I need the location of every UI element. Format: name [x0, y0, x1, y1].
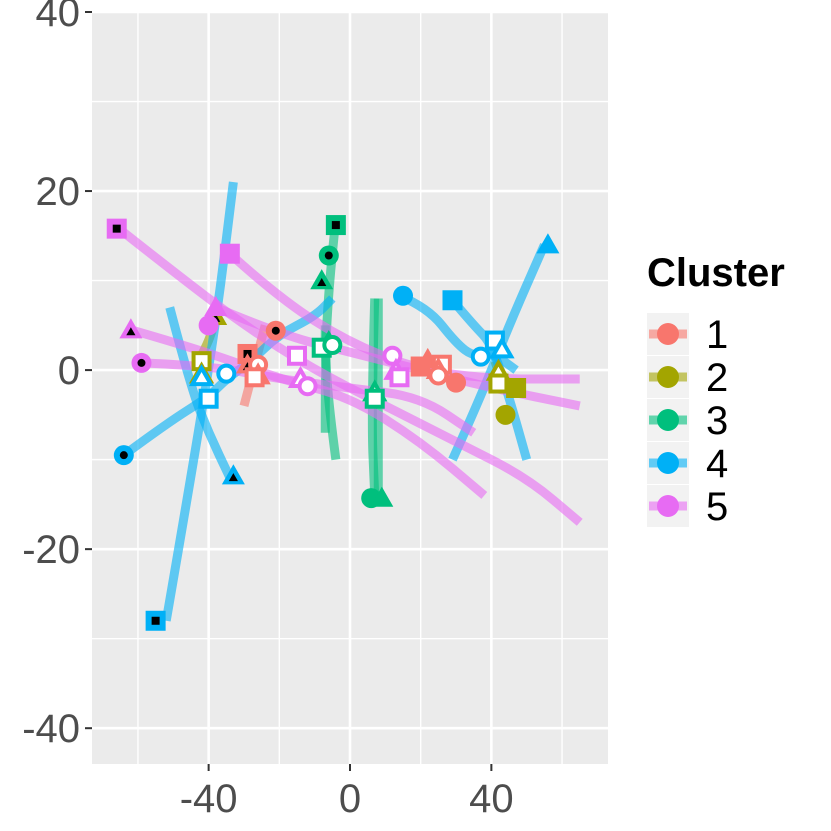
legend-swatch [657, 366, 679, 388]
axis-ticks [85, 11, 493, 771]
legend-label: 4 [706, 442, 728, 486]
cluster-5-circle-point [198, 315, 219, 336]
legend-key-4: 4 [647, 442, 728, 486]
cluster-5-circle-point [382, 345, 403, 366]
cluster-3-triangle-point [310, 269, 334, 290]
legend-swatch [657, 323, 679, 345]
cluster-5-square-point [389, 367, 410, 388]
cluster-4-triangle-point [489, 336, 515, 359]
cluster-5-square-point [219, 243, 240, 264]
cluster-3-square-point [325, 215, 346, 236]
legend-key-1: 1 [647, 313, 728, 357]
legend-label: 3 [706, 399, 728, 443]
legend-key-3: 3 [647, 399, 728, 443]
legend-key-2: 2 [647, 356, 728, 400]
legend-swatch [657, 452, 679, 474]
cluster-4-triangle-point [536, 233, 560, 254]
y-tick-label: -20 [22, 528, 80, 572]
legend-title: Cluster [647, 251, 785, 295]
legend-label: 5 [706, 485, 728, 529]
cluster-4-square-point [442, 290, 463, 311]
legend-key-5: 5 [647, 485, 728, 529]
cluster-5-square-point [106, 218, 127, 239]
cluster-2-square-point [506, 378, 527, 398]
cluster-2-circle-point [495, 404, 516, 425]
cluster-1-circle-point [265, 320, 286, 341]
legend-swatch [657, 495, 679, 517]
y-tick-label: 20 [36, 170, 81, 214]
cluster-4-triangle-point [221, 464, 245, 485]
cluster-3-circle-point [322, 335, 343, 356]
cluster-4-circle-point [216, 363, 237, 384]
data-points [106, 215, 560, 631]
tick-labels: -40 0 40 40 20 0 -20 -40 [22, 0, 513, 821]
cluster-5-triangle-point [119, 318, 143, 339]
cluster-5-circle-point [131, 352, 152, 373]
cluster-3-circle-point [318, 245, 339, 266]
cluster-2-square-point [488, 373, 509, 394]
cluster-1-circle-point [446, 372, 467, 393]
cluster-5-square-point [286, 345, 307, 366]
x-tick-label: -40 [180, 777, 238, 821]
cluster-1-circle-point [428, 365, 449, 386]
legend-label: 1 [706, 313, 728, 357]
y-tick-label: 0 [58, 349, 80, 393]
cluster-4-circle-point [113, 445, 134, 466]
legend-label: 2 [706, 356, 728, 400]
x-tick-label: 40 [469, 777, 514, 821]
cluster-4-square-point [145, 610, 166, 631]
y-tick-label: 40 [36, 0, 81, 35]
cluster-5-circle-point [297, 376, 318, 397]
x-tick-label: 0 [339, 777, 361, 821]
y-tick-label: -40 [22, 707, 80, 751]
cluster-3-square-point [364, 388, 385, 409]
cluster-4-square-point [198, 388, 219, 409]
cluster-5-triangle-point [204, 295, 228, 317]
cluster-4-circle-point [393, 285, 414, 306]
cluster-3-triangle-point [370, 486, 394, 507]
cluster-4-triangle-point [188, 364, 215, 387]
cluster-1-square-point [244, 367, 265, 388]
legend-swatch [657, 409, 679, 431]
cluster-4-circle-point [470, 346, 491, 367]
